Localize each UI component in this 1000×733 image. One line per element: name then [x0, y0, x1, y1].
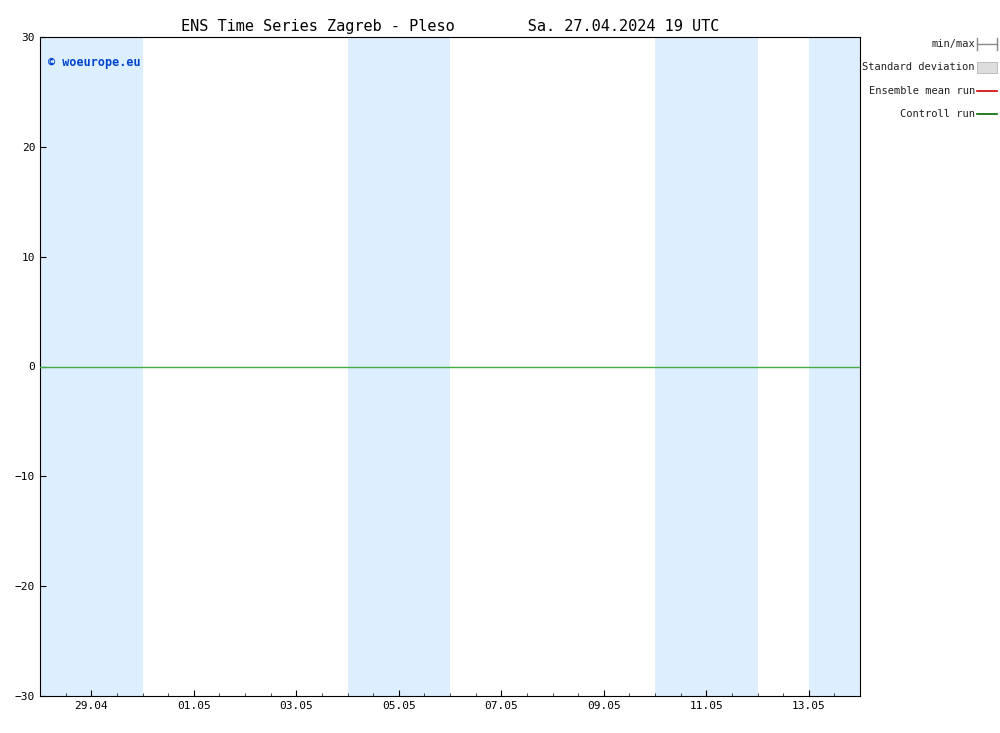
- Bar: [809, 37, 860, 696]
- Text: Standard deviation: Standard deviation: [862, 62, 975, 73]
- Bar: [348, 37, 450, 696]
- Text: Controll run: Controll run: [900, 109, 975, 119]
- Title: ENS Time Series Zagreb - Pleso        Sa. 27.04.2024 19 UTC: ENS Time Series Zagreb - Pleso Sa. 27.04…: [181, 19, 719, 34]
- Bar: [655, 37, 758, 696]
- Bar: [40, 37, 143, 696]
- Text: min/max: min/max: [931, 39, 975, 49]
- Text: Ensemble mean run: Ensemble mean run: [869, 86, 975, 96]
- Text: © woeurope.eu: © woeurope.eu: [48, 56, 141, 70]
